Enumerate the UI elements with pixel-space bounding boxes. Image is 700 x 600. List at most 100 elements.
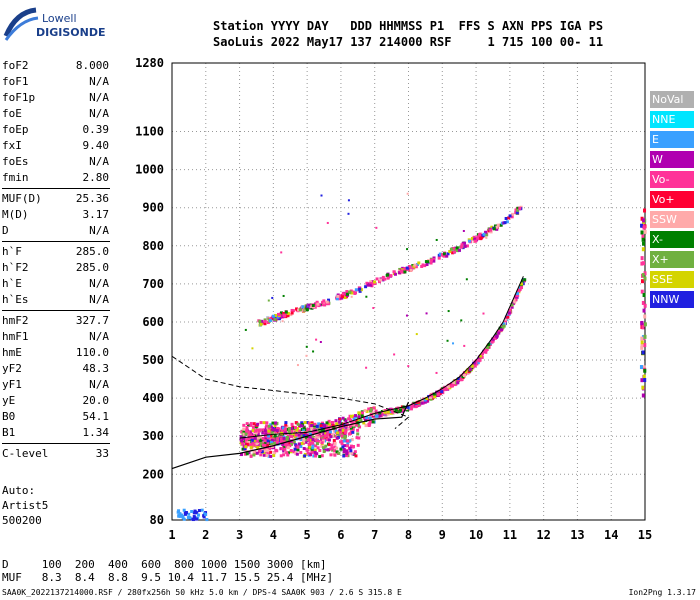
echo-point — [493, 336, 497, 340]
echo-point — [369, 409, 373, 413]
edge-echo — [642, 218, 646, 223]
echo-point — [259, 438, 263, 442]
echo-point — [490, 340, 494, 344]
echo-point — [347, 432, 351, 436]
echo-point — [313, 450, 317, 454]
echo-point — [499, 223, 503, 227]
echo-point — [275, 440, 279, 444]
echo-point — [318, 303, 322, 307]
edge-echo — [642, 293, 646, 298]
echo-point — [414, 265, 418, 269]
echo-point — [515, 211, 519, 215]
echo-point — [297, 308, 301, 312]
echo-point — [331, 448, 335, 452]
echo-point — [381, 411, 385, 415]
echo-point — [273, 441, 277, 445]
echo-point — [247, 451, 251, 455]
echo-point — [409, 407, 413, 411]
echo-point — [188, 516, 192, 520]
echo-point — [460, 243, 464, 247]
echo-point — [457, 377, 461, 381]
echo-point — [365, 295, 368, 298]
echo-point — [322, 424, 326, 428]
edge-echo — [640, 223, 644, 228]
echo-point — [359, 288, 363, 292]
echo-point — [276, 437, 280, 441]
echo-point — [265, 449, 269, 453]
echo-point — [285, 435, 289, 439]
echo-point — [371, 282, 375, 286]
echo-point — [303, 452, 307, 456]
echo-point — [269, 435, 273, 439]
echo-point — [448, 250, 452, 254]
echo-point — [332, 439, 336, 443]
param-name: foF1 — [2, 75, 29, 88]
echo-point — [183, 512, 187, 516]
echo-point — [249, 423, 253, 427]
param-name: h`E — [2, 277, 22, 290]
echo-point — [294, 444, 298, 448]
x-tick-label: 12 — [536, 528, 550, 542]
echo-point — [345, 290, 349, 294]
x-tick-label: 9 — [439, 528, 446, 542]
echo-point — [271, 428, 275, 432]
echo-point — [251, 347, 254, 350]
echo-point — [343, 434, 347, 438]
echo-point — [252, 453, 256, 457]
echo-point — [306, 427, 310, 431]
echo-point — [312, 454, 316, 458]
echo-point — [406, 248, 409, 251]
y-tick-label: 200 — [142, 467, 164, 481]
echo-point — [341, 292, 345, 296]
echo-point — [270, 431, 274, 435]
echo-point — [330, 433, 334, 437]
echo-point — [182, 517, 186, 521]
echo-point — [440, 390, 444, 394]
param-name: foF1p — [2, 91, 36, 104]
echo-point — [391, 410, 395, 414]
echo-point — [428, 395, 432, 399]
echo-point — [345, 454, 349, 458]
echo-point — [518, 206, 522, 210]
echo-point — [406, 192, 409, 195]
echo-point — [308, 437, 312, 441]
echo-point — [285, 442, 289, 446]
param-value: 327.7 — [75, 314, 109, 327]
echo-point — [345, 444, 349, 448]
echo-point — [305, 421, 309, 425]
echo-point — [498, 326, 502, 330]
echo-point — [299, 444, 303, 448]
echo-point — [324, 302, 328, 306]
echo-point — [361, 411, 365, 415]
echo-point — [502, 322, 506, 326]
param-value: 1.34 — [82, 426, 110, 439]
echo-point — [433, 395, 437, 399]
echo-point — [184, 511, 188, 515]
edge-echo — [642, 374, 646, 379]
echo-point — [429, 261, 433, 265]
legend-x-: X+ — [650, 251, 694, 268]
echo-point — [271, 314, 275, 318]
echo-point — [202, 514, 206, 518]
echo-point — [337, 451, 341, 455]
edge-echo — [643, 322, 647, 327]
echo-point — [307, 443, 311, 447]
echo-point — [452, 380, 456, 384]
y-tick-label: 1100 — [135, 125, 164, 139]
echo-point — [267, 454, 271, 458]
edge-echo — [642, 365, 646, 370]
echo-point — [293, 432, 297, 436]
edge-echo — [640, 261, 644, 266]
param-name: hmF1 — [2, 330, 29, 343]
echo-point — [267, 442, 271, 446]
echo-point — [330, 443, 334, 447]
echo-point — [259, 453, 263, 457]
echo-point — [457, 248, 461, 252]
echo-point — [252, 450, 256, 454]
edge-echo — [643, 271, 647, 276]
echo-point — [274, 429, 278, 433]
param-name: foEs — [2, 155, 29, 168]
y-tick-label: 1280 — [135, 56, 164, 70]
echo-point — [451, 251, 455, 255]
echo-point — [487, 343, 491, 347]
